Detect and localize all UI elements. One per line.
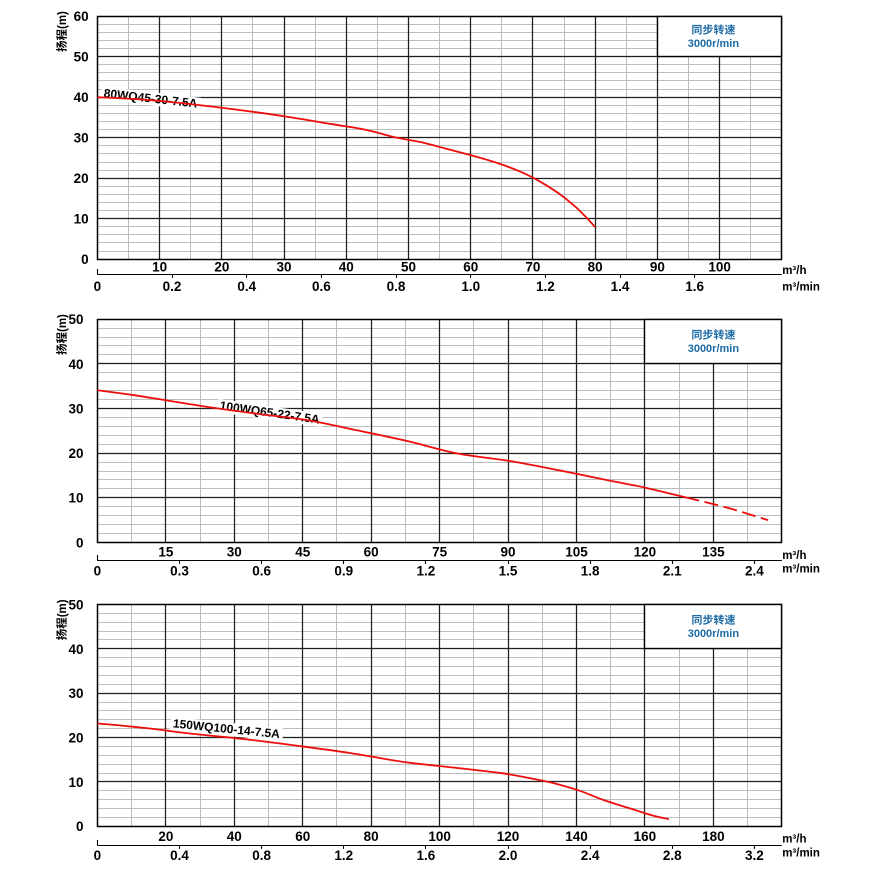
svg-text:20: 20 xyxy=(68,730,83,745)
svg-text:10: 10 xyxy=(152,260,167,275)
svg-text:50: 50 xyxy=(68,597,83,612)
svg-text:0.4: 0.4 xyxy=(237,279,256,294)
svg-text:2.0: 2.0 xyxy=(499,848,518,863)
svg-text:3000r/min: 3000r/min xyxy=(688,38,740,50)
svg-text:2.4: 2.4 xyxy=(581,848,600,863)
svg-text:1.6: 1.6 xyxy=(685,279,704,294)
svg-text:1.2: 1.2 xyxy=(334,848,353,863)
svg-text:2.8: 2.8 xyxy=(663,848,682,863)
svg-text:m³/h: m³/h xyxy=(782,265,806,277)
svg-text:m³/h: m³/h xyxy=(782,550,806,562)
svg-text:40: 40 xyxy=(339,260,354,275)
svg-text:3000r/min: 3000r/min xyxy=(688,343,740,355)
svg-text:50: 50 xyxy=(74,50,89,65)
svg-text:140: 140 xyxy=(565,829,588,844)
svg-text:m³/min: m³/min xyxy=(782,564,820,576)
svg-text:50: 50 xyxy=(68,312,83,327)
svg-text:3.2: 3.2 xyxy=(745,848,764,863)
svg-text:90: 90 xyxy=(501,544,516,559)
svg-text:0: 0 xyxy=(94,848,102,863)
svg-text:0.9: 0.9 xyxy=(334,564,353,579)
svg-text:135: 135 xyxy=(702,544,725,559)
svg-text:30: 30 xyxy=(277,260,292,275)
svg-text:10: 10 xyxy=(68,775,83,790)
svg-text:1.0: 1.0 xyxy=(461,279,480,294)
svg-text:45: 45 xyxy=(295,544,311,559)
svg-text:10: 10 xyxy=(68,491,83,506)
svg-text:105: 105 xyxy=(565,544,588,559)
svg-text:0.3: 0.3 xyxy=(170,564,189,579)
svg-text:40: 40 xyxy=(74,90,89,105)
svg-text:20: 20 xyxy=(158,829,173,844)
svg-text:120: 120 xyxy=(497,829,520,844)
svg-text:40: 40 xyxy=(68,642,83,657)
svg-text:60: 60 xyxy=(74,9,89,24)
svg-text:60: 60 xyxy=(295,829,310,844)
svg-text:180: 180 xyxy=(702,829,725,844)
svg-text:60: 60 xyxy=(364,544,379,559)
svg-text:0: 0 xyxy=(76,535,84,550)
svg-text:0.2: 0.2 xyxy=(163,279,182,294)
svg-text:0.8: 0.8 xyxy=(387,279,406,294)
svg-text:30: 30 xyxy=(68,401,83,416)
svg-text:1.8: 1.8 xyxy=(581,564,600,579)
svg-text:10: 10 xyxy=(74,212,89,227)
svg-text:100: 100 xyxy=(428,829,451,844)
svg-text:0: 0 xyxy=(81,252,89,267)
svg-text:m³/min: m³/min xyxy=(782,281,820,293)
svg-text:1.6: 1.6 xyxy=(417,848,436,863)
svg-text:0.8: 0.8 xyxy=(252,848,271,863)
svg-text:40: 40 xyxy=(227,829,242,844)
svg-text:30: 30 xyxy=(68,686,83,701)
svg-text:40: 40 xyxy=(68,357,83,372)
svg-text:0.4: 0.4 xyxy=(170,848,189,863)
svg-text:(m): (m) xyxy=(57,11,69,29)
svg-text:(m): (m) xyxy=(57,314,69,332)
svg-text:100: 100 xyxy=(708,260,731,275)
svg-text:2.4: 2.4 xyxy=(745,564,764,579)
svg-text:(m): (m) xyxy=(57,599,69,617)
svg-text:0: 0 xyxy=(76,819,84,834)
svg-text:1.4: 1.4 xyxy=(611,279,630,294)
svg-text:1.2: 1.2 xyxy=(536,279,555,294)
svg-text:m³/min: m³/min xyxy=(782,848,820,860)
svg-text:3000r/min: 3000r/min xyxy=(688,628,740,640)
svg-text:15: 15 xyxy=(158,544,174,559)
svg-text:m³/h: m³/h xyxy=(782,834,806,846)
svg-text:60: 60 xyxy=(463,260,478,275)
svg-text:160: 160 xyxy=(634,829,657,844)
svg-text:120: 120 xyxy=(634,544,657,559)
svg-text:0.6: 0.6 xyxy=(252,564,271,579)
svg-text:70: 70 xyxy=(525,260,540,275)
svg-text:80: 80 xyxy=(364,829,379,844)
svg-text:1.5: 1.5 xyxy=(499,564,518,579)
svg-text:80: 80 xyxy=(588,260,603,275)
svg-text:2.1: 2.1 xyxy=(663,564,682,579)
svg-text:0.6: 0.6 xyxy=(312,279,331,294)
svg-text:90: 90 xyxy=(650,260,665,275)
svg-text:20: 20 xyxy=(74,171,89,186)
svg-text:0: 0 xyxy=(94,564,102,579)
svg-text:75: 75 xyxy=(432,544,448,559)
svg-text:20: 20 xyxy=(214,260,229,275)
svg-text:50: 50 xyxy=(401,260,416,275)
svg-text:30: 30 xyxy=(227,544,242,559)
svg-text:20: 20 xyxy=(68,446,83,461)
svg-text:1.2: 1.2 xyxy=(417,564,436,579)
svg-text:30: 30 xyxy=(74,131,89,146)
svg-text:0: 0 xyxy=(94,279,102,294)
